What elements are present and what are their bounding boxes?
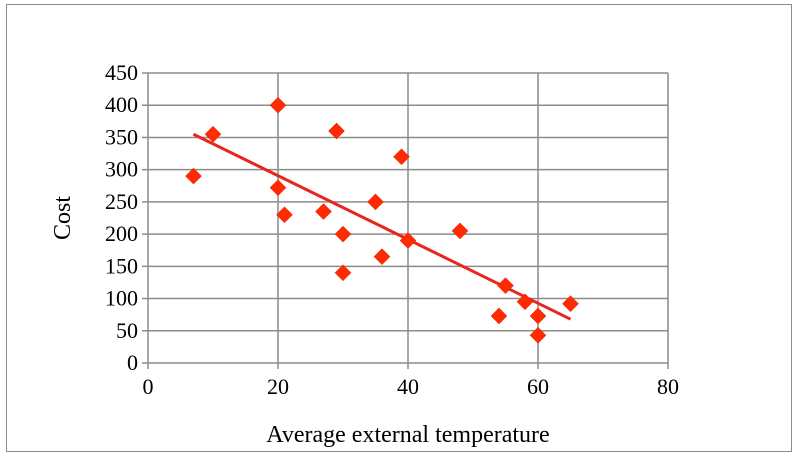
data-point	[367, 193, 384, 211]
data-point	[529, 307, 547, 325]
data-point	[562, 295, 579, 313]
y-tick-label: 250	[105, 189, 138, 214]
y-tick-label: 200	[105, 221, 138, 246]
y-tick-label: 150	[105, 253, 138, 278]
x-tick-label: 60	[527, 374, 549, 399]
data-point	[334, 225, 352, 243]
x-tick-label: 20	[267, 374, 289, 399]
gridlines	[148, 72, 669, 363]
y-tick-label: 100	[105, 286, 138, 311]
data-point	[276, 206, 293, 224]
x-tick-labels: 0 20 40 60 80	[143, 374, 680, 399]
x-tick-label: 0	[143, 374, 154, 399]
axes	[142, 72, 669, 369]
y-tick-label: 350	[105, 124, 138, 149]
data-point	[373, 248, 391, 266]
x-tick-label: 40	[397, 374, 419, 399]
x-tick-label: 80	[657, 374, 679, 399]
x-axis-title: Average external temperature	[266, 422, 549, 448]
y-tick-label: 400	[105, 92, 138, 117]
trendline	[192, 132, 572, 321]
data-point	[204, 125, 222, 143]
y-tick-label: 0	[127, 350, 138, 375]
data-point	[490, 307, 508, 325]
data-point	[451, 222, 469, 240]
data-point	[269, 96, 287, 114]
y-axis-title: Cost	[50, 196, 76, 240]
trendline-group	[192, 132, 572, 321]
data-points	[185, 96, 579, 344]
y-tick-label: 300	[105, 157, 138, 182]
data-point	[328, 122, 345, 140]
data-point	[529, 326, 547, 344]
data-point	[497, 277, 514, 295]
y-tick-label: 450	[105, 60, 138, 85]
y-tick-labels: 0 50 100 150 200 250 300 350 400 450	[105, 60, 138, 375]
chart-frame	[6, 4, 792, 452]
data-point	[334, 264, 352, 282]
y-tick-label: 50	[116, 318, 138, 343]
data-point	[399, 232, 417, 249]
data-point	[269, 179, 287, 197]
data-point	[185, 167, 202, 185]
data-point	[393, 148, 410, 166]
data-point	[516, 293, 534, 311]
data-point	[315, 203, 332, 220]
